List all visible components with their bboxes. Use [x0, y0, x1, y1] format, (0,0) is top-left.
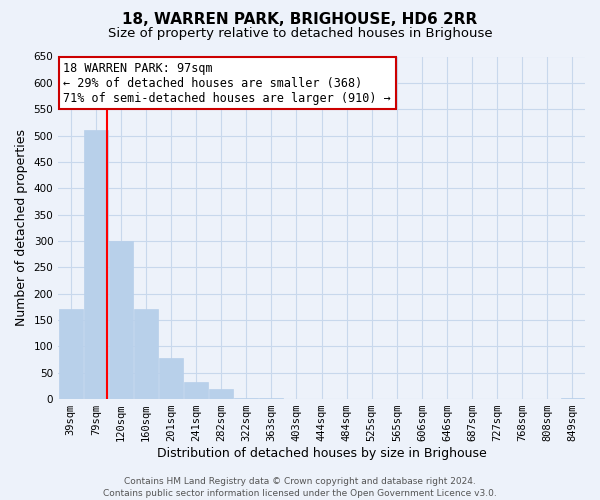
- Bar: [560, 398, 584, 399]
- Text: Contains HM Land Registry data © Crown copyright and database right 2024.
Contai: Contains HM Land Registry data © Crown c…: [103, 476, 497, 498]
- Text: Size of property relative to detached houses in Brighouse: Size of property relative to detached ho…: [107, 28, 493, 40]
- Bar: [184, 382, 208, 399]
- Bar: [209, 388, 233, 399]
- Bar: [159, 358, 183, 399]
- Bar: [259, 398, 283, 399]
- Bar: [235, 398, 258, 399]
- Bar: [109, 241, 133, 399]
- Y-axis label: Number of detached properties: Number of detached properties: [15, 130, 28, 326]
- Text: 18 WARREN PARK: 97sqm
← 29% of detached houses are smaller (368)
71% of semi-det: 18 WARREN PARK: 97sqm ← 29% of detached …: [64, 62, 391, 104]
- Bar: [59, 310, 83, 399]
- Text: 18, WARREN PARK, BRIGHOUSE, HD6 2RR: 18, WARREN PARK, BRIGHOUSE, HD6 2RR: [122, 12, 478, 28]
- Bar: [84, 130, 108, 399]
- X-axis label: Distribution of detached houses by size in Brighouse: Distribution of detached houses by size …: [157, 447, 487, 460]
- Bar: [134, 310, 158, 399]
